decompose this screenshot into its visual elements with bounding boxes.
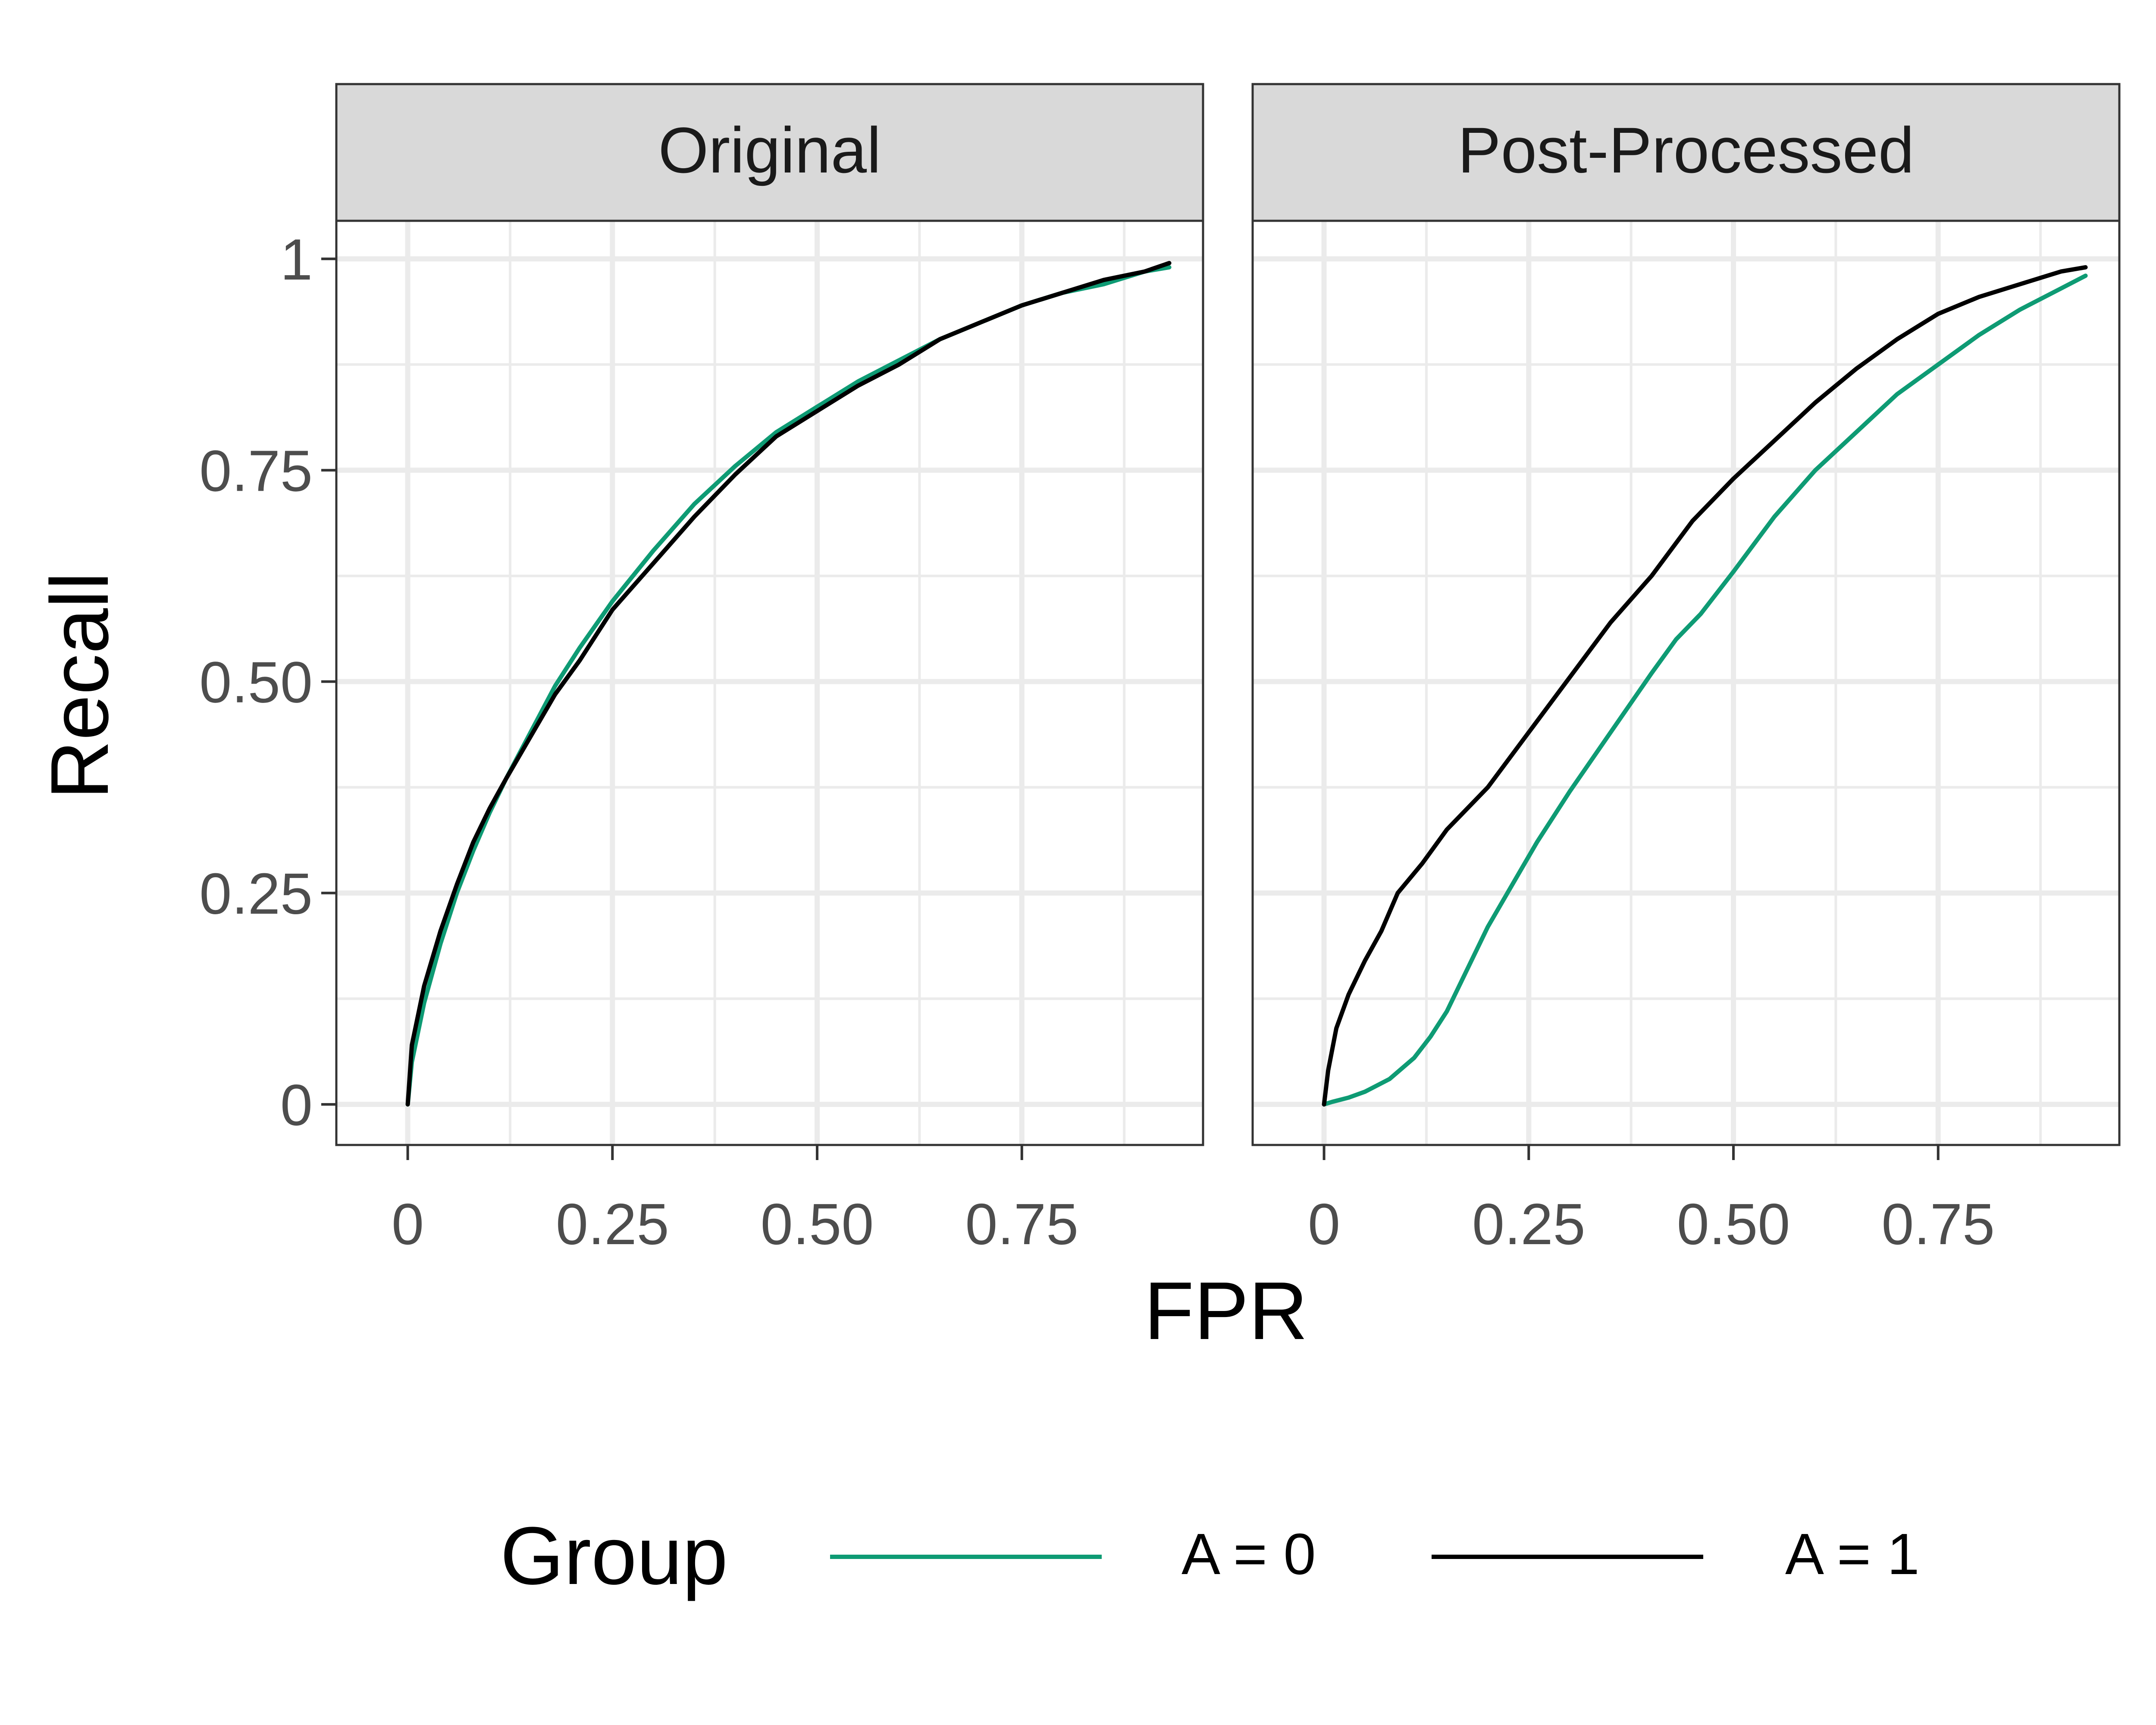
series-line-a-1 [405, 261, 1172, 1107]
legend-title: Group [500, 1510, 728, 1602]
legend: Group A = 0 A = 1 [500, 1510, 1920, 1602]
panel-border [1251, 220, 2121, 1146]
x-tick-label: 0.75 [1881, 1192, 1995, 1257]
facets-layer: Original 0 0.25 0.50 0.75 0 0.25 0.50 0.75 1 Post-… [199, 83, 2121, 1257]
y-tick-label: 1 [280, 227, 313, 292]
x-tick-label: 0.50 [761, 1192, 874, 1257]
y-tick-label: 0 [280, 1073, 313, 1138]
y-tick-label: 0.50 [199, 650, 313, 715]
series-line-a-0 [1322, 273, 2088, 1107]
x-tick-label: 0.50 [1677, 1192, 1790, 1257]
x-tick-label: 0.25 [1472, 1192, 1586, 1257]
y-tick-label: 0.75 [199, 438, 313, 503]
facet-panel-post-processed: Post-Processed 0 0.25 0.50 0.75 [1251, 83, 2121, 1257]
y-tick-label: 0.25 [199, 861, 313, 926]
x-tick-label: 0 [1308, 1192, 1340, 1257]
facet-title: Original [658, 114, 881, 186]
x-tick-label: 0 [392, 1192, 424, 1257]
facet-strip [335, 83, 1204, 222]
legend-label-a0: A = 0 [1181, 1521, 1316, 1587]
legend-label-a1: A = 1 [1785, 1521, 1920, 1587]
facet-panel-original: Original 0 0.25 0.50 0.75 0 0.25 0.50 0.75 1 [199, 83, 1204, 1257]
x-tick-label: 0.75 [965, 1192, 1078, 1257]
x-tick-label: 0.25 [556, 1192, 669, 1257]
y-axis-label: Recall [34, 572, 125, 800]
series-line-a-1 [1322, 265, 2088, 1107]
facet-title: Post-Processed [1458, 114, 1915, 186]
x-axis-label: FPR [1144, 1265, 1308, 1357]
facet-strip [1251, 83, 2121, 222]
